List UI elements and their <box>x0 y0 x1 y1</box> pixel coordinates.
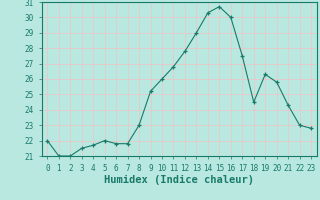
X-axis label: Humidex (Indice chaleur): Humidex (Indice chaleur) <box>104 175 254 185</box>
